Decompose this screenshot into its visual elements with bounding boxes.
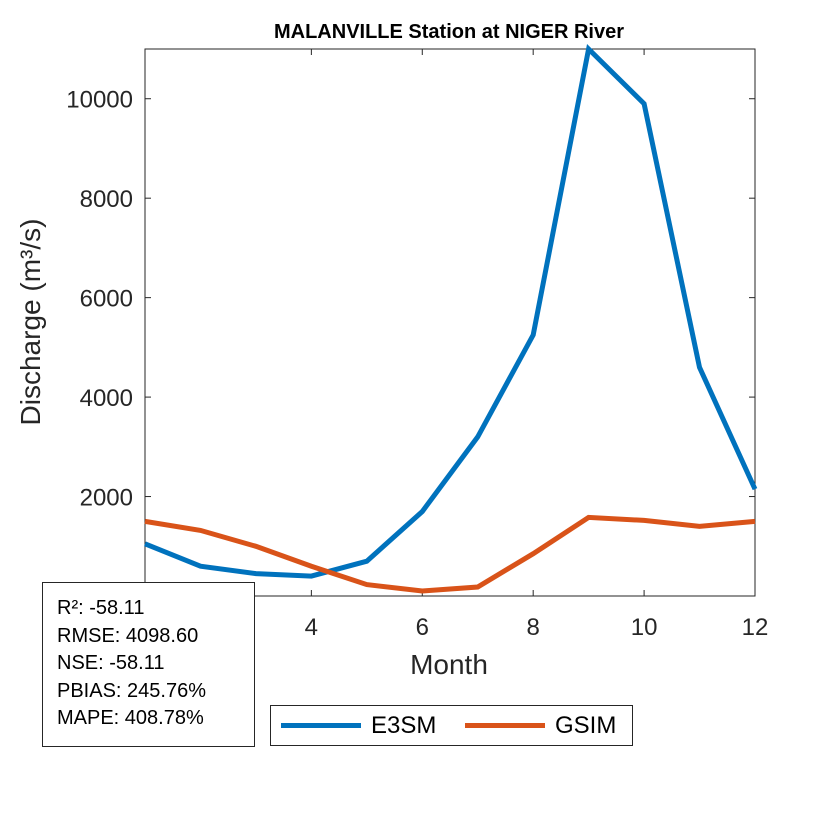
axes-frame bbox=[144, 48, 756, 597]
plot-area: 4 6 8 10 12 2000 4000 6000 8000 10000 bbox=[66, 43, 769, 641]
legend-item-gsim: GSIM bbox=[465, 706, 616, 745]
series-line-e3sm bbox=[144, 43, 758, 579]
y-tick-label: 6000 bbox=[80, 286, 133, 313]
stat-nse: NSE: -58.11 bbox=[57, 652, 165, 674]
x-tick-label: 10 bbox=[631, 614, 658, 641]
legend-label-e3sm: E3SM bbox=[371, 711, 437, 739]
y-tick-label: 4000 bbox=[80, 385, 133, 412]
chart-title: MALANVILLE Station at NIGER River bbox=[274, 21, 624, 43]
x-tick-label: 4 bbox=[305, 614, 318, 641]
stat-r2: R²: -58.11 bbox=[57, 597, 145, 619]
y-tick-label: 2000 bbox=[80, 485, 133, 512]
legend-swatch-gsim bbox=[465, 723, 545, 728]
legend-item-e3sm: E3SM bbox=[281, 706, 436, 745]
stat-rmse: RMSE: 4098.60 bbox=[57, 624, 199, 647]
stat-mape: MAPE: 408.78% bbox=[57, 707, 204, 729]
y-tick-label: 8000 bbox=[80, 186, 133, 213]
legend-label-gsim: GSIM bbox=[555, 711, 617, 739]
stat-pbias: PBIAS: 245.76% bbox=[57, 679, 206, 702]
x-tick-label: 8 bbox=[527, 614, 540, 641]
legend-swatch-e3sm bbox=[281, 723, 361, 728]
x-tick-label: 12 bbox=[742, 614, 769, 641]
series-line-gsim bbox=[144, 514, 756, 594]
y-axis-label: Discharge (m³/s) bbox=[15, 219, 46, 426]
chart-legend: E3SM GSIM bbox=[270, 705, 633, 746]
y-tick-label: 10000 bbox=[66, 87, 133, 114]
statistics-box: R²: -58.11 RMSE: 4098.60 NSE: -58.11 PBI… bbox=[42, 582, 255, 747]
x-axis-label: Month bbox=[410, 649, 488, 680]
x-tick-label: 6 bbox=[416, 614, 429, 641]
